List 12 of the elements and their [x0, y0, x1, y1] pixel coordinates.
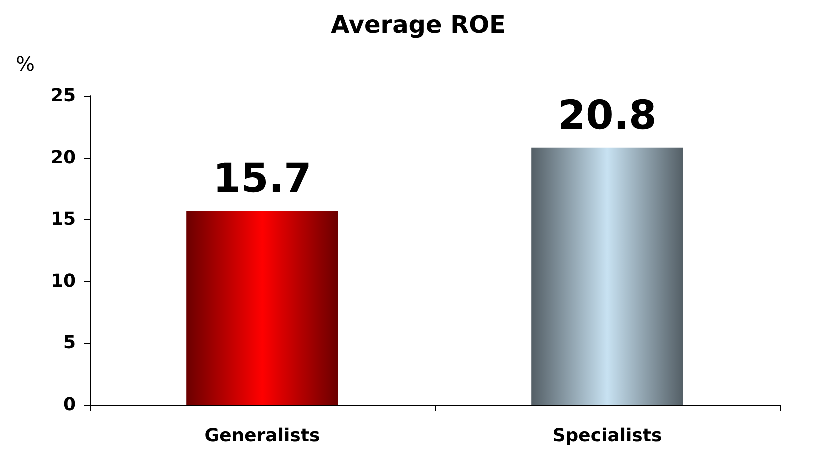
y-tick-label: 0: [63, 394, 76, 416]
y-tick-label: 25: [50, 86, 76, 106]
y-tick-label: 20: [50, 147, 76, 168]
y-tick-label: 15: [50, 209, 76, 230]
x-tick-label: Generalists: [204, 426, 320, 446]
y-axis-title: %: [16, 52, 35, 76]
data-label: 15.7: [213, 156, 312, 202]
chart-title: Average ROE: [331, 11, 506, 39]
y-tick-label: 5: [63, 332, 76, 354]
data-label: 20.8: [558, 92, 657, 139]
y-tick-label: 10: [50, 270, 76, 292]
x-tick-label: Specialists: [552, 426, 662, 446]
